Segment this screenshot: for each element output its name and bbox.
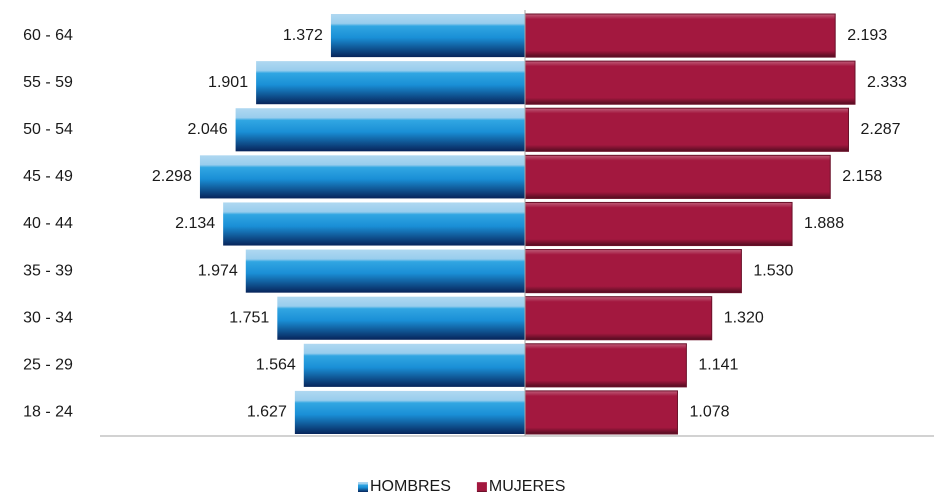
legend-label: MUJERES xyxy=(489,478,565,495)
bar-hombres xyxy=(277,296,525,340)
value-label: 2.158 xyxy=(842,168,882,185)
value-label: 1.078 xyxy=(689,404,729,421)
bar-mujeres xyxy=(524,154,831,199)
category-label: 60 - 64 xyxy=(23,27,73,44)
legend-swatch xyxy=(476,482,487,492)
bar-hombres xyxy=(256,61,525,105)
value-label: 2.134 xyxy=(175,215,215,232)
value-label: 1.901 xyxy=(208,74,248,91)
bar-mujeres xyxy=(524,13,836,58)
bar-mujeres xyxy=(524,390,678,435)
value-label: 1.372 xyxy=(283,27,323,44)
bar-hombres xyxy=(303,343,525,387)
bar-mujeres xyxy=(524,107,849,152)
bar-hombres xyxy=(235,108,525,152)
bar-mujeres xyxy=(524,343,687,388)
value-label: 1.530 xyxy=(753,262,793,279)
value-label: 1.320 xyxy=(724,309,764,326)
category-label: 35 - 39 xyxy=(23,262,73,279)
value-label: 2.287 xyxy=(860,121,900,138)
value-label: 1.888 xyxy=(804,215,844,232)
category-label: 50 - 54 xyxy=(23,121,73,138)
bar-hombres xyxy=(199,155,525,199)
bar-hombres xyxy=(294,390,525,434)
value-label: 2.333 xyxy=(867,74,907,91)
bar-hombres xyxy=(330,14,525,58)
category-label: 18 - 24 xyxy=(23,404,73,421)
legend-label: HOMBRES xyxy=(370,478,451,495)
bar-mujeres xyxy=(524,201,793,247)
bar-mujeres xyxy=(524,249,742,294)
bar-mujeres xyxy=(524,60,856,105)
value-label: 1.751 xyxy=(229,309,269,326)
value-label: 1.974 xyxy=(198,262,238,279)
bar-hombres xyxy=(223,202,525,246)
category-label: 45 - 49 xyxy=(23,168,73,185)
category-label: 25 - 29 xyxy=(23,357,73,374)
value-label: 1.564 xyxy=(256,357,296,374)
legend-swatch xyxy=(358,482,368,492)
category-label: 55 - 59 xyxy=(23,74,73,91)
category-label: 30 - 34 xyxy=(23,309,73,326)
category-label: 40 - 44 xyxy=(23,215,73,232)
value-label: 2.298 xyxy=(152,168,192,185)
value-label: 2.193 xyxy=(847,27,887,44)
bar-mujeres xyxy=(524,296,713,341)
value-label: 1.141 xyxy=(698,357,738,374)
bar-hombres xyxy=(245,249,526,293)
value-label: 1.627 xyxy=(247,404,287,421)
value-label: 2.046 xyxy=(188,121,228,138)
